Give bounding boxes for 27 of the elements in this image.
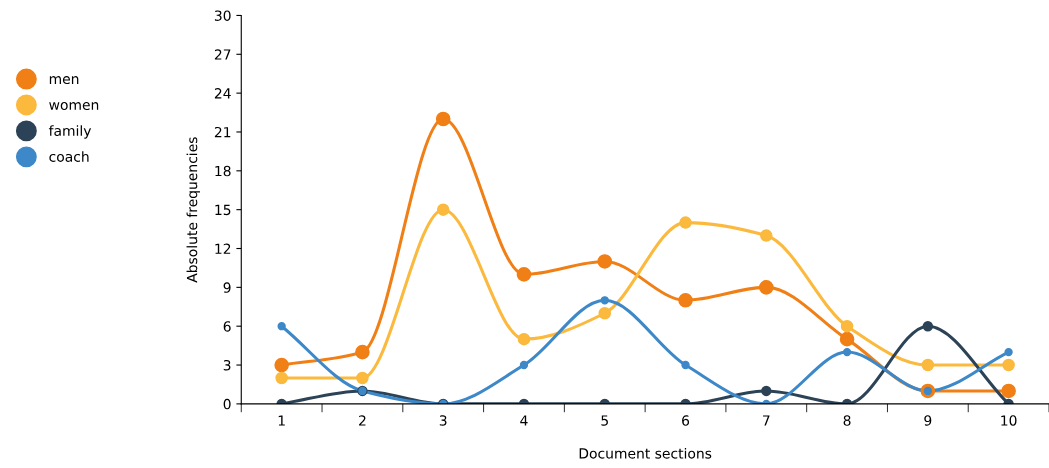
legend-label: coach xyxy=(49,151,89,162)
x-tick-label: 4 xyxy=(520,415,528,426)
x-tick-label: 5 xyxy=(601,415,608,426)
x-tick-label: 1 xyxy=(278,415,285,426)
y-tick-label: 15 xyxy=(215,204,231,216)
x-axis-title: Document sections xyxy=(579,447,712,459)
x-tick-label: 6 xyxy=(682,415,690,426)
y-tick-label: 24 xyxy=(214,88,231,99)
y-tick-label: 6 xyxy=(223,321,231,332)
y-tick-label: 18 xyxy=(215,165,231,177)
y-tick-label: 3 xyxy=(223,360,231,371)
legend-label: men xyxy=(49,76,79,85)
x-tick-label: 9 xyxy=(924,415,932,426)
legend-label: family xyxy=(48,125,92,139)
y-tick-label: 0 xyxy=(223,398,231,410)
y-axis-title: Absolute frequencies xyxy=(186,137,200,283)
y-tick-label: 30 xyxy=(214,10,231,21)
x-tick-label: 2 xyxy=(359,415,366,426)
x-tick-label: 8 xyxy=(843,415,851,426)
x-tick-label: 3 xyxy=(439,415,447,426)
x-tick-label: 10 xyxy=(1001,415,1017,426)
y-tick-label: 21 xyxy=(214,126,231,138)
y-tick-label: 27 xyxy=(214,49,231,60)
y-tick-label: 12 xyxy=(215,243,231,254)
x-tick-label: 7 xyxy=(763,415,770,426)
legend-label: women xyxy=(49,102,99,111)
y-tick-label: 9 xyxy=(223,282,231,293)
